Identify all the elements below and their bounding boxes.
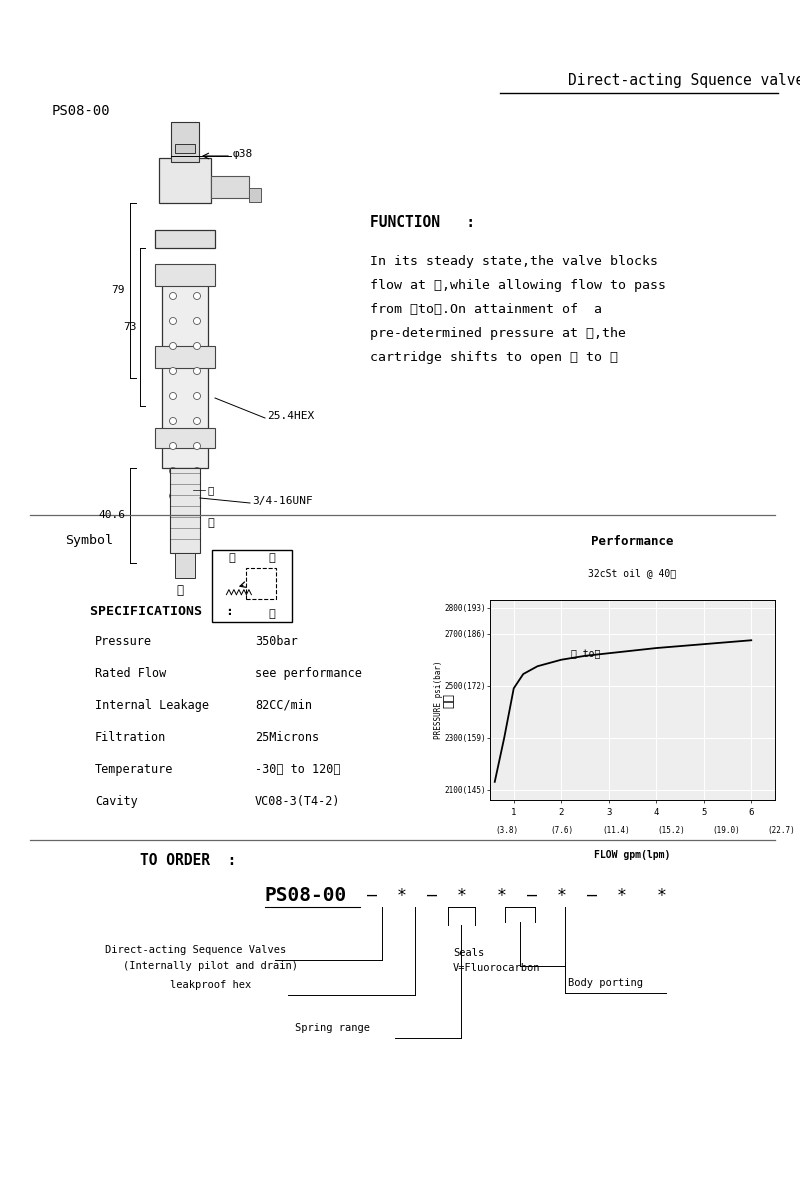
Circle shape <box>170 492 177 499</box>
Bar <box>175 553 195 578</box>
Text: pre-determined pressure at ①,the: pre-determined pressure at ①,the <box>370 326 626 340</box>
Circle shape <box>170 468 177 474</box>
Bar <box>211 176 249 198</box>
Bar <box>155 346 215 368</box>
Text: VC08-3(T4-2): VC08-3(T4-2) <box>255 794 341 808</box>
Circle shape <box>170 418 177 425</box>
Text: Rated Flow: Rated Flow <box>95 667 166 680</box>
Text: ③: ③ <box>229 553 235 563</box>
Text: leakproof hex: leakproof hex <box>170 980 251 990</box>
Bar <box>155 230 215 248</box>
Text: 350bar: 350bar <box>255 635 298 648</box>
Bar <box>246 568 276 599</box>
Circle shape <box>170 293 177 300</box>
Text: ②: ② <box>207 518 214 528</box>
Text: -30℃ to 120℃: -30℃ to 120℃ <box>255 763 341 776</box>
Bar <box>155 264 215 286</box>
Text: from ②to③.On attainment of  a: from ②to③.On attainment of a <box>370 302 602 316</box>
Text: PS08-00: PS08-00 <box>52 104 110 118</box>
Text: Body porting: Body porting <box>568 978 643 988</box>
Text: (15.2): (15.2) <box>658 827 686 835</box>
Circle shape <box>194 318 201 324</box>
Bar <box>212 550 292 622</box>
Text: Symbol: Symbol <box>65 534 113 547</box>
Text: TO ORDER  :: TO ORDER : <box>140 853 236 868</box>
Text: Filtration: Filtration <box>95 731 166 744</box>
Text: Direct-acting Sequence Valves: Direct-acting Sequence Valves <box>105 946 286 955</box>
Bar <box>249 188 261 202</box>
Text: cartridge shifts to open ① to ②: cartridge shifts to open ① to ② <box>370 350 618 364</box>
Circle shape <box>194 367 201 374</box>
Text: V=Fluorocarbon: V=Fluorocarbon <box>453 962 541 973</box>
Text: (7.6): (7.6) <box>550 827 574 835</box>
Text: see performance: see performance <box>255 667 362 680</box>
Bar <box>171 122 199 162</box>
Circle shape <box>194 418 201 425</box>
Circle shape <box>194 492 201 499</box>
Text: Direct-acting Squence valves: Direct-acting Squence valves <box>567 73 800 88</box>
Text: PS08-00: PS08-00 <box>265 886 347 905</box>
Bar <box>155 428 215 448</box>
Text: ①: ① <box>269 553 275 563</box>
Text: 压力: 压力 <box>442 692 455 708</box>
Text: ④: ④ <box>207 485 214 494</box>
Text: (Internally pilot and drain): (Internally pilot and drain) <box>123 961 298 971</box>
Text: flow at ①,while allowing flow to pass: flow at ①,while allowing flow to pass <box>370 278 666 292</box>
Text: Spring range: Spring range <box>295 1022 370 1033</box>
Text: 3/4-16UNF: 3/4-16UNF <box>252 496 313 506</box>
Text: 73: 73 <box>123 322 137 332</box>
Text: (19.0): (19.0) <box>713 827 740 835</box>
Text: Temperature: Temperature <box>95 763 174 776</box>
Text: 32cSt oil @ 40℃: 32cSt oil @ 40℃ <box>589 569 677 578</box>
Circle shape <box>194 392 201 400</box>
Text: ②: ② <box>269 608 275 619</box>
Text: Pressure: Pressure <box>95 635 152 648</box>
Text: (22.7): (22.7) <box>767 827 795 835</box>
Text: FLOW gpm(lpm): FLOW gpm(lpm) <box>594 851 670 860</box>
Text: 79: 79 <box>111 284 125 295</box>
Text: Cavity: Cavity <box>95 794 138 808</box>
Text: 25.4HEX: 25.4HEX <box>267 410 314 421</box>
Text: 40.6: 40.6 <box>98 510 125 520</box>
Text: φ38: φ38 <box>233 149 254 158</box>
Text: 25Microns: 25Microns <box>255 731 319 744</box>
Text: In its steady state,the valve blocks: In its steady state,the valve blocks <box>370 254 658 268</box>
Circle shape <box>170 367 177 374</box>
Text: —  *  —  *   *  —  *  —  *   *: — * — * * — * — * * <box>357 887 667 905</box>
Circle shape <box>194 293 201 300</box>
Text: ① to②: ① to② <box>570 649 600 659</box>
Circle shape <box>194 342 201 349</box>
Circle shape <box>194 443 201 450</box>
Circle shape <box>170 443 177 450</box>
Circle shape <box>194 468 201 474</box>
Bar <box>162 266 208 468</box>
Bar <box>159 158 211 203</box>
Circle shape <box>170 342 177 349</box>
Text: (11.4): (11.4) <box>603 827 630 835</box>
Y-axis label: PRESSURE psi(bar): PRESSURE psi(bar) <box>434 661 443 739</box>
Text: (3.8): (3.8) <box>495 827 518 835</box>
Text: ①: ① <box>177 584 183 598</box>
Text: FUNCTION   :: FUNCTION : <box>370 215 475 230</box>
Bar <box>175 144 195 152</box>
Circle shape <box>170 318 177 324</box>
Circle shape <box>170 392 177 400</box>
Text: Internal Leakage: Internal Leakage <box>95 698 209 712</box>
Text: 82CC/min: 82CC/min <box>255 698 312 712</box>
Text: SPECIFICATIONS   :: SPECIFICATIONS : <box>90 605 234 618</box>
Text: Seals: Seals <box>453 948 484 958</box>
Text: Performance: Performance <box>591 535 674 548</box>
Bar <box>170 468 200 553</box>
